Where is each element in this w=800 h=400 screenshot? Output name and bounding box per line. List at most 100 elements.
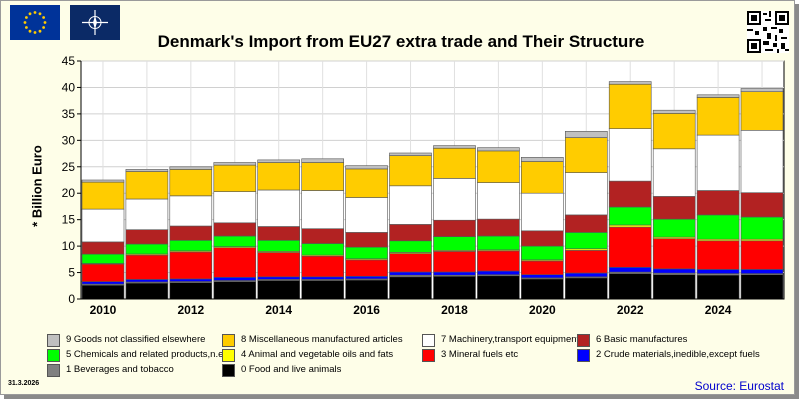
bar-segment-2021-s6 <box>564 214 608 233</box>
bar-segment-2022-s9 <box>608 81 652 85</box>
bar-segment-2024-s8 <box>696 97 740 136</box>
bar-segment-2011-s0 <box>125 282 169 300</box>
legend-swatch <box>47 334 60 347</box>
bar-segment-2011-s7 <box>125 198 169 231</box>
bar-segment-2019-s7 <box>477 182 520 220</box>
bar-segment-2025-s2 <box>740 269 784 274</box>
bar-segment-2016-s9 <box>345 165 388 170</box>
y-tick-label: 10 <box>62 239 76 253</box>
bar-segment-2018-s9 <box>433 145 476 149</box>
bar-segment-2013-s2 <box>213 276 257 281</box>
y-tick-label: 30 <box>62 133 76 147</box>
stacked-bar-chart: 0 5 10 15 20 25 30 35 40 45 2010 2012 2014 2016 2018 20… <box>62 54 785 317</box>
bar-segment-2013-s9 <box>213 162 257 166</box>
bar-segment-2014-s3 <box>257 252 301 278</box>
y-tick-label: 40 <box>62 80 76 94</box>
bar-segment-2017-s9 <box>389 152 432 156</box>
bar-segment-2015-s8 <box>301 162 345 191</box>
bar-segment-2025-s9 <box>740 88 784 93</box>
bar-segment-2011-s8 <box>125 171 169 200</box>
legend-label: 1 Beverages and tobacco <box>66 364 174 375</box>
bar-segment-2020-s6 <box>520 230 564 247</box>
legend-label: 2 Crude materials,inedible,except fuels <box>596 349 760 360</box>
legend-swatch <box>47 349 60 362</box>
bar-segment-2020-s7 <box>520 192 564 232</box>
y-tick-label: 0 <box>68 292 75 306</box>
bar-segment-2018-s6 <box>433 219 476 237</box>
bar-segment-2012-s0 <box>169 282 213 300</box>
bar-segment-2013-s6 <box>213 222 257 237</box>
bar-segment-2020-s2 <box>520 274 564 279</box>
legend-label: 4 Animal and vegetable oils and fats <box>241 349 394 360</box>
bar-segment-2019-s6 <box>477 218 520 237</box>
y-tick-label: 45 <box>62 54 76 68</box>
legend-label: 7 Machinery,transport equipment <box>441 334 580 345</box>
bar-segment-2023-s6 <box>652 196 696 220</box>
bar-segment-2023-s0 <box>652 274 696 300</box>
bar-segment-2010-s0 <box>81 284 125 300</box>
legend-swatch <box>577 349 590 362</box>
bar-segment-2023-s9 <box>652 109 696 114</box>
bar-segment-2018-s0 <box>433 275 476 300</box>
legend-label: 8 Miscellaneous manufactured articles <box>241 334 403 345</box>
bar-segment-2024-s5 <box>696 214 740 240</box>
bar-segment-2014-s5 <box>257 240 301 252</box>
bar-segment-2016-s3 <box>345 259 388 277</box>
x-tick-label: 2014 <box>265 303 292 317</box>
x-tick-label: 2024 <box>705 303 732 317</box>
date-stamp: 31.3.2026 <box>8 380 40 387</box>
bar-segment-2010-s6 <box>81 241 125 255</box>
bar-segment-2017-s2 <box>389 271 432 276</box>
bar-segment-2020-s3 <box>520 260 564 275</box>
bar-segment-2012-s3 <box>169 251 213 280</box>
bar-segment-2022-s4 <box>608 224 652 228</box>
bar-segment-2025-s5 <box>740 216 784 240</box>
bar-segment-2018-s5 <box>433 236 476 251</box>
bar-segment-2014-s8 <box>257 162 301 191</box>
bar-segment-2017-s3 <box>389 253 432 273</box>
bar-segment-2024-s9 <box>696 94 740 98</box>
bar-segment-2014-s7 <box>257 189 301 227</box>
bar-segment-2012-s2 <box>169 278 213 282</box>
bar-segment-2013-s3 <box>213 247 257 278</box>
legend-swatch <box>422 349 435 362</box>
bar-segment-2022-s6 <box>608 180 652 208</box>
bar-segment-2016-s5 <box>345 246 388 260</box>
bar-segment-2014-s6 <box>257 226 301 241</box>
bar-segment-2019-s3 <box>477 250 520 272</box>
bar-segment-2015-s7 <box>301 190 345 230</box>
bar-segment-2021-s8 <box>564 137 608 173</box>
bar-segment-2025-s0 <box>740 274 784 300</box>
bar-segment-2010-s9 <box>81 179 125 183</box>
bar-segment-2016-s0 <box>345 279 388 300</box>
bar-segment-2016-s8 <box>345 168 388 198</box>
bar-segment-2018-s3 <box>433 251 476 273</box>
legend-label: 6 Basic manufactures <box>596 334 688 345</box>
legend-swatch <box>222 364 235 377</box>
bar-segment-2021-s5 <box>564 232 608 250</box>
bar-segment-2020-s5 <box>520 245 564 261</box>
legend-swatch <box>222 334 235 347</box>
nato-flag-icon <box>70 5 120 40</box>
bar-segment-2023-s5 <box>652 218 696 238</box>
bar-segment-2015-s6 <box>301 228 345 244</box>
y-tick-label: 15 <box>62 213 76 227</box>
bar-segment-2010-s3 <box>81 263 125 282</box>
y-tick-label: 35 <box>62 107 76 121</box>
y-tick-label: 5 <box>68 266 75 280</box>
bar-segment-2023-s7 <box>652 148 696 197</box>
bar-segment-2021-s3 <box>564 250 608 274</box>
bar-segment-2011-s9 <box>125 169 169 172</box>
legend-label: 5 Chemicals and related products,n.e.s. <box>66 349 234 360</box>
bar-segment-2021-s0 <box>564 277 608 300</box>
bar-segment-2023-s3 <box>652 238 696 270</box>
y-tick-label: 20 <box>62 186 76 200</box>
qr-code-icon <box>747 11 789 53</box>
bar-segment-2019-s0 <box>477 275 520 300</box>
bar-segment-2020-s0 <box>520 278 564 300</box>
bar-segment-2011-s6 <box>125 229 169 245</box>
bar-segment-2022-s8 <box>608 84 652 130</box>
bar-segment-2021-s2 <box>564 272 608 278</box>
bar-segment-2022-s0 <box>608 273 652 300</box>
